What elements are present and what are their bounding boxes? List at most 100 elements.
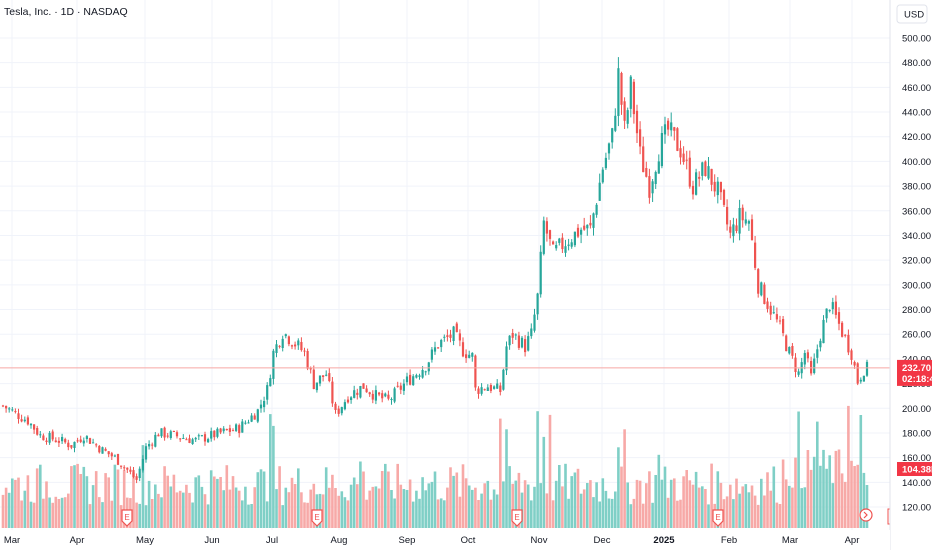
volume-bar [116,469,120,528]
volume-bar [42,498,45,528]
candle-body [157,434,160,437]
candle-body [499,385,502,392]
volume-bar [567,498,570,528]
candle-body [542,220,545,254]
candle-body [132,470,135,477]
volume-bar [172,474,176,528]
candle-body [806,352,809,359]
time-axis[interactable]: Mar Apr May Jun Jul Aug Sep Oct Nov Dec 2025 Feb Mar… [0,530,890,550]
candle-body [356,392,359,395]
volume-bar [778,504,782,528]
volume-bar [328,487,331,528]
candle-body [797,371,800,375]
volume-bar [297,468,300,528]
candle-body [632,81,635,115]
volume-bar [154,484,157,528]
candle-body [489,385,492,391]
candle-body [536,293,539,315]
candle-body [794,357,797,372]
price-axis[interactable]: 120.00140.00160.00180.00200.00220.00240.… [902,34,931,514]
volume-bar [788,485,791,528]
earnings-badge[interactable]: E [511,509,523,527]
candle-body [337,408,340,414]
volume-bar [231,476,235,528]
candle-body [713,181,716,192]
candle-body [315,382,318,391]
candle-body [673,127,676,131]
upcoming-event-badge[interactable] [859,508,873,522]
candle-body [1,405,5,407]
candle-body [216,428,219,437]
candle-body [14,411,17,413]
candle-body [101,447,104,454]
candle-body [116,454,120,465]
candle-body [378,392,381,395]
volume-bar [331,474,334,528]
candle-body [604,157,607,169]
time-tick-label: Apr [845,535,860,546]
candle-body [328,373,331,381]
candle-body [772,312,775,314]
volume-bar [753,495,757,528]
price-tick-label: 140.00 [902,478,931,489]
current-volume-tag: 104.38M [897,462,932,476]
volume-bar [847,405,850,528]
candle-body [738,208,741,234]
volume-bar [800,488,803,528]
earnings-badge[interactable]: E [121,509,133,527]
candle-body [722,190,726,205]
volume-bar [483,483,486,528]
price-tick-label: 340.00 [902,231,931,242]
candle-body [39,434,42,436]
price-tick-label: 300.00 [902,280,931,291]
candle-body [555,245,558,249]
candle-body [85,436,88,439]
price-tick-label: 460.00 [902,83,931,94]
candle-body [138,468,141,478]
volume-bar [365,499,368,528]
candle-body [847,334,850,353]
candle-body [45,440,48,442]
earnings-badge-label: E [715,513,720,522]
candle-body [430,349,433,360]
volume-bar [166,475,169,528]
candle-body [5,405,8,409]
upcoming-event-arrow [863,511,868,519]
time-tick-label: Oct [461,535,476,546]
volume-bar [666,497,670,528]
candle-body [663,124,667,135]
volume-bar [769,490,772,528]
candle-body [76,440,79,442]
candle-body [732,224,735,237]
candle-body [511,333,514,338]
candle-body [716,181,719,196]
candle-body [514,334,517,336]
candle-body [73,441,76,448]
volume-bar [222,490,225,528]
candle-body [98,446,101,453]
candle-body [244,422,247,424]
volume-bar [862,472,866,528]
volume-bar [306,502,309,528]
candle-body [496,383,499,389]
candle-body [486,387,489,391]
candle-body [312,369,315,389]
candle-body [92,442,95,444]
volume-bar [300,492,303,528]
candle-body [396,385,399,387]
earnings-badge[interactable]: E [311,509,323,527]
candle-body [54,440,57,443]
candle-body [359,386,362,398]
volume-bar [828,455,831,528]
volume-bar [825,468,828,528]
candle-body [440,340,443,348]
candle-body [524,339,527,353]
volume-bar [458,496,462,528]
volume-bar [747,492,751,528]
candle-body [51,431,54,440]
volume-bar [499,418,502,528]
earnings-badge[interactable]: E [712,509,724,527]
currency-label[interactable]: USD [896,4,928,24]
candle-body [374,390,377,401]
